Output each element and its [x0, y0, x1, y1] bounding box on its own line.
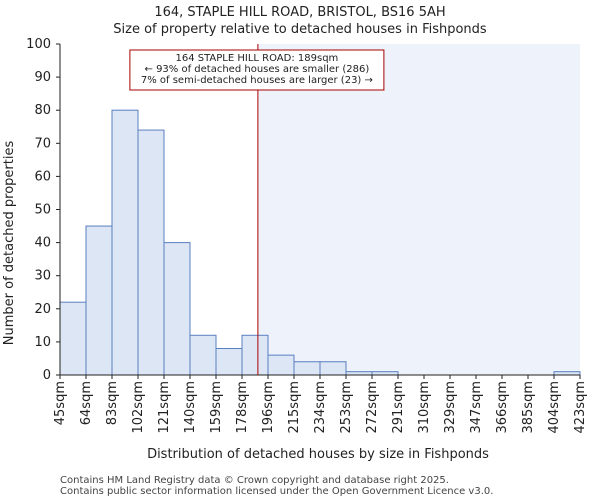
bar-140sqm [189, 334, 217, 376]
highlight-region [257, 44, 580, 375]
annotation-line2: ← 93% of detached houses are smaller (28… [145, 64, 370, 75]
x-tick-label-234sqm: 234sqm [313, 381, 328, 434]
y-tick-label-100: 100 [26, 37, 51, 52]
x-tick-label-272sqm: 272sqm [365, 381, 380, 434]
plot-area: 0 10 20 30 40 50 60 70 80 90 100 45sqm 64sqm 83sqm 102… [26, 37, 588, 434]
y-tick-label-10: 10 [34, 335, 51, 350]
bar-215sqm [293, 361, 321, 376]
y-tick-label-20: 20 [34, 302, 51, 317]
x-tick-label-45sqm: 45sqm [53, 381, 68, 425]
x-tick-label-83sqm: 83sqm [105, 381, 120, 425]
footer-line-1: Contains HM Land Registry data © Crown c… [60, 475, 449, 486]
y-tick-label-50: 50 [34, 203, 51, 218]
x-tick-label-347sqm: 347sqm [469, 381, 484, 434]
x-tick-label-64sqm: 64sqm [79, 381, 94, 425]
x-tick-label-366sqm: 366sqm [495, 381, 510, 434]
x-tick-label-121sqm: 121sqm [157, 381, 172, 434]
x-tick-label-178sqm: 178sqm [235, 381, 250, 434]
x-tick-label-215sqm: 215sqm [287, 381, 302, 434]
y-tick-label-0: 0 [43, 368, 51, 383]
x-tick-label-385sqm: 385sqm [521, 381, 536, 434]
bar-102sqm [137, 129, 165, 376]
y-tick-label-40: 40 [34, 236, 51, 251]
x-tick-label-423sqm: 423sqm [573, 381, 588, 434]
y-tick-label-80: 80 [34, 103, 51, 118]
x-tick-label-140sqm: 140sqm [183, 381, 198, 434]
bar-121sqm [163, 242, 191, 376]
bar-234sqm [319, 361, 347, 376]
bar-83sqm [111, 109, 139, 376]
x-tick-label-291sqm: 291sqm [391, 381, 406, 434]
x-tick-label-159sqm: 159sqm [209, 381, 224, 434]
bar-159sqm [215, 348, 243, 376]
x-tick-label-404sqm: 404sqm [547, 381, 562, 434]
x-tick-label-329sqm: 329sqm [443, 381, 458, 434]
footer-line-2: Contains public sector information licen… [60, 486, 493, 497]
bar-178sqm [241, 334, 269, 376]
x-axis-label: Distribution of detached houses by size … [147, 447, 489, 462]
y-axis-label: Number of detached properties [2, 141, 17, 346]
bar-196sqm [267, 354, 295, 376]
chart-title: 164, STAPLE HILL ROAD, BRISTOL, BS16 5AH [154, 5, 445, 20]
y-tick-label-70: 70 [34, 136, 51, 151]
y-tick-label-30: 30 [34, 269, 51, 284]
x-tick-label-196sqm: 196sqm [261, 381, 276, 434]
annotation-line1: 164 STAPLE HILL ROAD: 189sqm [175, 53, 338, 64]
x-tick-label-253sqm: 253sqm [339, 381, 354, 434]
x-tick-label-102sqm: 102sqm [131, 381, 146, 434]
bar-45sqm [59, 301, 87, 376]
chart-subtitle: Size of property relative to detached ho… [113, 22, 487, 37]
y-tick-label-90: 90 [34, 70, 51, 85]
y-tick-label-60: 60 [34, 169, 51, 184]
annotation-line3: 7% of semi-detached houses are larger (2… [141, 75, 373, 86]
bar-64sqm [85, 225, 113, 376]
x-tick-label-310sqm: 310sqm [417, 381, 432, 434]
annotation-box [129, 49, 385, 91]
